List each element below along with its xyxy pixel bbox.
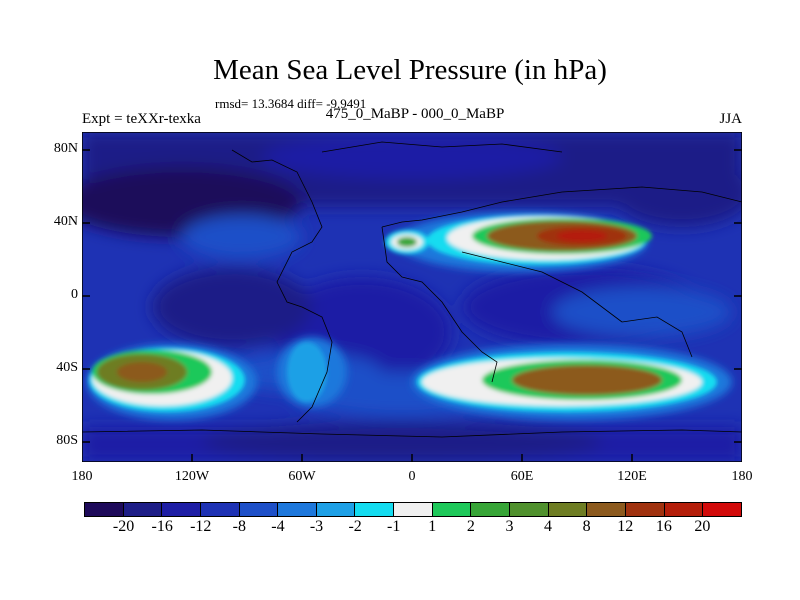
colorbar-swatch <box>355 503 395 516</box>
colorbar-label: 12 <box>617 518 634 535</box>
colorbar-swatch <box>587 503 626 516</box>
colorbar-label: 8 <box>582 518 591 535</box>
colorbar-label: -3 <box>309 518 324 535</box>
colorbar-label: 1 <box>428 518 437 535</box>
colorbar <box>84 502 742 517</box>
x-tick-label: 120W <box>174 469 210 484</box>
colorbar-swatch <box>664 503 704 516</box>
colorbar-label: 3 <box>505 518 514 535</box>
colorbar-swatch <box>510 503 549 516</box>
map-title: Mean Sea Level Pressure (in hPa) <box>213 54 607 86</box>
colorbar-label: -8 <box>232 518 246 535</box>
pressure-map <box>82 132 742 462</box>
colorbar-label: 2 <box>466 518 475 535</box>
colorbar-swatch <box>316 503 356 516</box>
colorbar-swatch <box>471 503 511 516</box>
colorbar-swatch <box>548 503 588 516</box>
colorbar-label: -1 <box>387 518 401 535</box>
y-tick-label: 0 <box>71 287 78 302</box>
x-tick-label: 180 <box>731 469 753 484</box>
colorbar-swatch <box>394 503 433 516</box>
colorbar-swatch <box>123 503 163 516</box>
colorbar-swatch <box>162 503 201 516</box>
colorbar-label: -20 <box>112 518 135 535</box>
experiment-label: Expt = teXXr-texka <box>82 111 201 127</box>
colorbar-label: 20 <box>694 518 711 535</box>
colorbar-swatch <box>703 503 741 516</box>
x-tick-label: 180 <box>71 469 93 484</box>
y-tick-label: 40N <box>53 214 78 229</box>
colorbar-swatch <box>278 503 317 516</box>
colorbar-label: -16 <box>151 518 173 535</box>
y-tick-label: 80N <box>53 141 78 156</box>
x-tick-label: 0 <box>408 469 416 484</box>
comparison-label: 475_0_MaBP - 000_0_MaBP <box>325 106 505 122</box>
x-tick-label: 60W <box>288 469 316 484</box>
y-tick-label: 80S <box>56 433 78 448</box>
x-tick-label: 60E <box>510 469 534 484</box>
stats-label: rmsd= 13.3684 diff= -9.9491 <box>215 96 367 111</box>
colorbar-label: -2 <box>348 518 362 535</box>
colorbar-swatch <box>85 503 124 516</box>
y-tick-label: 40S <box>56 360 78 375</box>
colorbar-swatch <box>432 503 472 516</box>
colorbar-label: 4 <box>544 518 553 535</box>
colorbar-label: -4 <box>271 518 285 535</box>
colorbar-swatch <box>625 503 665 516</box>
colorbar-label: 16 <box>655 518 672 535</box>
x-tick-label: 120E <box>617 469 647 484</box>
colorbar-swatch <box>200 503 240 516</box>
colorbar-swatch <box>239 503 279 516</box>
season-label: JJA <box>719 111 742 127</box>
colorbar-label: -12 <box>190 518 212 535</box>
